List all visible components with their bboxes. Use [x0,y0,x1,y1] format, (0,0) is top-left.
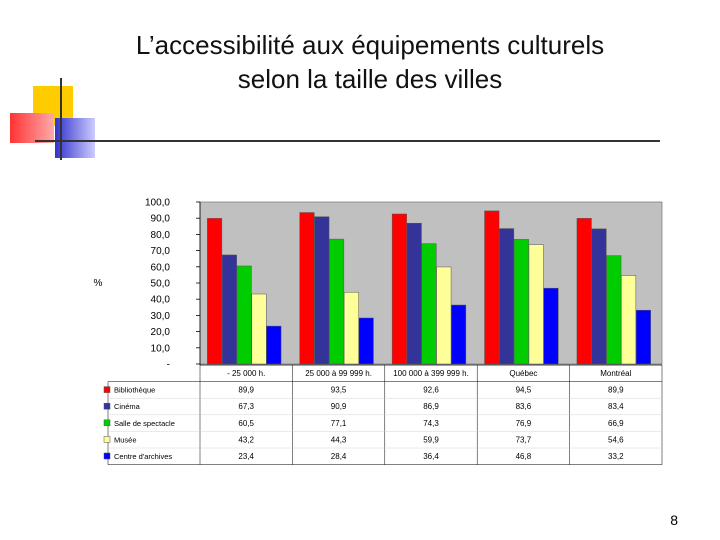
legend-label: Musée [114,435,137,444]
category-label: Montréal [600,369,631,378]
title-line-2: selon la taille des villes [237,64,503,94]
y-tick-label: 10,0 [151,343,171,354]
bar-4-3 [436,266,452,365]
bar-4-1 [251,293,267,365]
y-tick-label: 40,0 [151,295,171,306]
bar-2-2 [314,216,330,365]
legend-swatch [103,386,111,393]
table-value: 33,2 [608,452,624,461]
table-value: 83,4 [608,402,624,411]
bar-5-1 [266,325,282,365]
slide-title: L’accessibilité aux équipements culturel… [40,28,700,96]
title-line-1: L’accessibilité aux équipements culturel… [135,30,605,60]
y-tick-label: 100,0 [145,198,170,209]
y-tick-label: 30,0 [151,311,171,322]
bar-1-1 [207,218,223,365]
legend-label: Bibliothèque [114,386,155,395]
category-label: - 25 000 h. [227,369,265,378]
page-number: 8 [670,512,678,528]
bar-3-5 [606,255,622,365]
table-value: 23,4 [238,452,254,461]
bar-1-4 [484,210,500,365]
y-tick-label: 50,0 [151,279,171,290]
legend-swatch [103,402,111,410]
decor-vertical-line [60,78,62,160]
bar-2-5 [591,228,607,365]
table-value: 43,2 [238,435,254,444]
y-tick-label: 70,0 [151,246,171,257]
bar-4-4 [528,244,544,365]
table-value: 93,5 [331,386,347,395]
table-value: 36,4 [423,452,439,461]
bar-2-3 [406,222,422,365]
table-value: 46,8 [516,452,532,461]
y-tick-label: 90,0 [151,214,171,225]
bar-4-2 [343,291,359,365]
table-value: 67,3 [238,402,254,411]
legend-label: Cinéma [114,402,141,411]
bar-5-5 [635,309,651,365]
table-value: 89,9 [608,386,624,395]
table-value: 28,4 [331,452,347,461]
table-value: 73,7 [516,435,532,444]
decor-horizontal-line [35,140,660,142]
bar-3-2 [329,238,345,365]
bar-2-1 [221,254,237,365]
legend-swatch [103,452,111,460]
category-label: 100 000 à 399 999 h. [393,369,469,378]
bar-5-4 [543,287,559,365]
table-value: 44,3 [331,435,347,444]
y-axis-label: % [94,278,103,289]
table-value: 74,3 [423,419,439,428]
bar-3-3 [421,243,437,365]
bar-5-2 [358,317,374,365]
legend-label: Centre d'archives [114,452,172,461]
table-value: 89,9 [238,386,254,395]
table-value: 92,6 [423,386,439,395]
table-value: 54,6 [608,435,624,444]
table-value: 90,9 [331,402,347,411]
decor-red-square [10,113,54,143]
bar-1-5 [576,218,592,365]
table-value: 66,9 [608,419,624,428]
bar-2-4 [499,228,515,365]
bar-1-2 [299,212,315,365]
bar-3-4 [513,239,529,365]
table-value: 60,5 [238,419,254,428]
category-label: 25 000 à 99 999 h. [305,369,372,378]
table-value: 86,9 [423,402,439,411]
y-tick-label: 20,0 [151,327,171,338]
legend-swatch [103,436,111,443]
table-value: 76,9 [516,419,532,428]
table-value: 59,9 [423,435,439,444]
legend-label: Salle de spectacle [114,419,175,428]
y-tick-label: 80,0 [151,230,171,241]
legend-swatch [103,419,111,427]
y-tick-label: - [167,360,170,371]
bar-1-3 [391,213,407,365]
category-label: Québec [509,369,537,378]
bar-5-3 [451,304,467,365]
table-value: 83,6 [516,402,532,411]
bar-3-1 [236,265,252,365]
table-value: 77,1 [331,419,347,428]
y-tick-label: 60,0 [151,262,171,273]
bar-4-5 [621,275,637,365]
table-value: 94,5 [516,386,532,395]
